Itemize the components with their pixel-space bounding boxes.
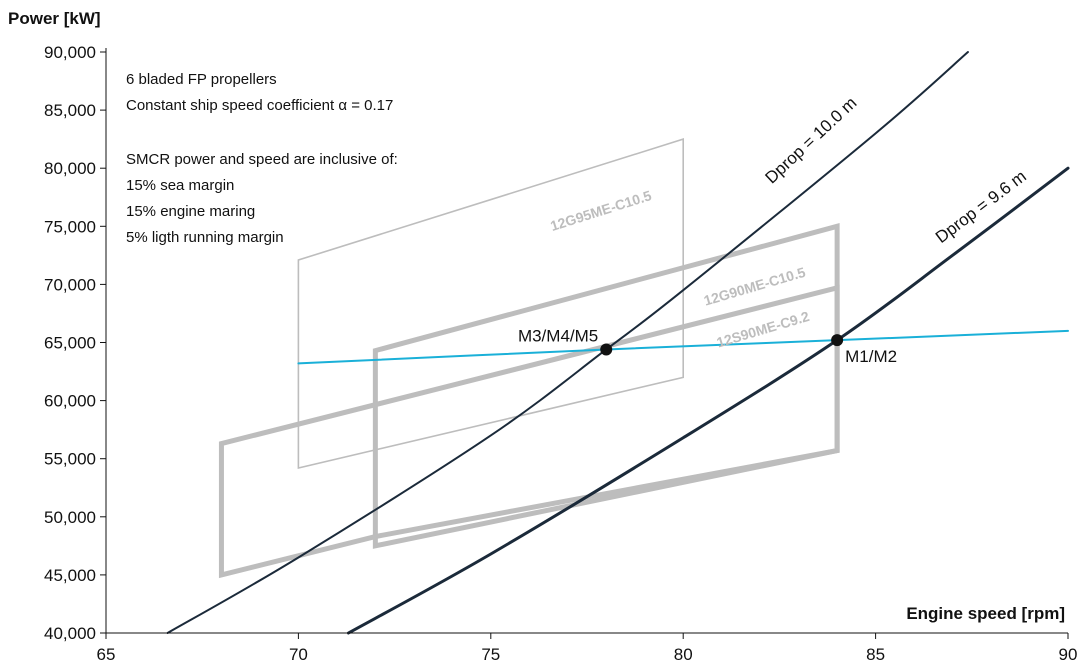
y-tick-label: 45,000 xyxy=(44,566,96,585)
x-tick-label: 80 xyxy=(674,645,693,664)
engine-layout-12g95me-c10-5 xyxy=(297,138,685,470)
note-line: 15% engine maring xyxy=(126,203,255,220)
y-tick-label: 80,000 xyxy=(44,159,96,178)
y-tick-label: 70,000 xyxy=(44,275,96,294)
y-tick-label: 65,000 xyxy=(44,334,96,353)
y-tick-label: 60,000 xyxy=(44,392,96,411)
y-axis-title: Power [kW] xyxy=(8,9,101,28)
x-tick-label: 90 xyxy=(1059,645,1078,664)
series-line-speed-line xyxy=(297,329,1069,365)
engine-layouts xyxy=(218,138,840,579)
y-tick-label: 40,000 xyxy=(44,624,96,643)
x-tick-label: 75 xyxy=(481,645,500,664)
engine-layout-12g90me-c10-5 xyxy=(372,223,840,549)
engine-layout-12s90me-c9-2 xyxy=(218,284,840,579)
note-line: 6 bladed FP propellers xyxy=(126,71,277,88)
marker-m3-m4-m5 xyxy=(600,343,613,356)
marker-label-m1-m2: M1/M2 xyxy=(845,347,897,366)
series-lines xyxy=(166,51,1070,635)
x-tick-label: 65 xyxy=(97,645,116,664)
curve-label-dprop-10-0-m: Dprop = 10.0 m xyxy=(761,93,860,187)
x-axis-title: Engine speed [rpm] xyxy=(906,604,1065,623)
y-tick-label: 75,000 xyxy=(44,217,96,236)
notes-block: 6 bladed FP propellers Constant ship spee… xyxy=(126,71,398,246)
marker-m1-m2 xyxy=(831,334,844,347)
y-tick-label: 55,000 xyxy=(44,450,96,469)
series-line-dprop-9-6-m xyxy=(346,166,1070,635)
y-tick-label: 85,000 xyxy=(44,101,96,120)
note-line: 5% ligth running margin xyxy=(126,229,284,246)
marked-points: M3/M4/M5 M1/M2 xyxy=(518,326,897,366)
engine-label-12g95me-c10-5: 12G95ME-C10.5 xyxy=(548,187,653,234)
y-tick-label: 50,000 xyxy=(44,508,96,527)
note-line: SMCR power and speed are inclusive of: xyxy=(126,151,398,168)
marker-label-m3-m4-m5: M3/M4/M5 xyxy=(518,326,598,345)
note-line: Constant ship speed coefficient α = 0.17 xyxy=(126,97,393,114)
y-tick-label: 90,000 xyxy=(44,43,96,62)
axes: 40,000 45,000 50,000 55,000 60,000 65,000 70,0… xyxy=(44,43,1077,664)
note-line: 15% sea margin xyxy=(126,177,234,194)
x-tick-label: 85 xyxy=(866,645,885,664)
chart-labels: 12G95ME-C10.512G90ME-C10.512S90ME-C9.2Dp… xyxy=(548,93,1030,350)
x-tick-label: 70 xyxy=(289,645,308,664)
series-line-dprop-10-0-m xyxy=(166,51,969,634)
